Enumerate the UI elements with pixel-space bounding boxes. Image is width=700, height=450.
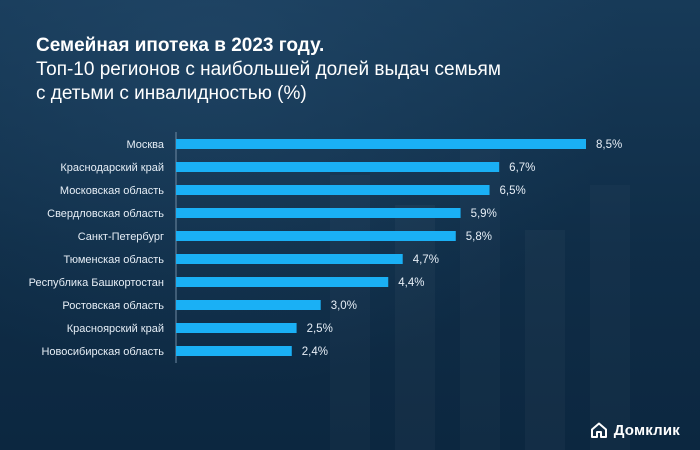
chart-subtitle: Топ-10 регионов с наибольшей долей выдач… xyxy=(36,58,656,106)
bar xyxy=(176,162,500,172)
category-label: Краснодарский край xyxy=(60,162,164,174)
category-label: Республика Башкортостан xyxy=(29,277,164,289)
category-label: Свердловская область xyxy=(47,208,164,220)
value-label: 2,4% xyxy=(302,346,328,358)
chart-title: Семейная ипотека в 2023 году. xyxy=(36,35,325,56)
value-label: 3,0% xyxy=(331,300,357,312)
bar xyxy=(176,208,461,218)
value-label: 5,8% xyxy=(466,231,492,243)
chart-subtitle-line-1: Топ-10 регионов с наибольшей долей выдач… xyxy=(36,59,501,80)
bar xyxy=(176,323,297,333)
bar xyxy=(176,254,403,264)
value-label: 6,7% xyxy=(509,162,535,174)
value-label: 2,5% xyxy=(307,323,333,335)
chart-subtitle-line-2: с детьми с инвалидностью (%) xyxy=(36,83,307,104)
bar xyxy=(176,139,586,149)
category-label: Ростовская область xyxy=(62,300,164,312)
value-label: 4,4% xyxy=(398,277,424,289)
category-label: Тюменская область xyxy=(63,254,164,266)
bar xyxy=(176,185,490,195)
category-label: Москва xyxy=(126,139,164,151)
category-label: Новосибирская область xyxy=(41,346,164,358)
bars-group: Москва 8,5% Краснодарский край 6,7% Московск… xyxy=(29,139,622,358)
category-label: Красноярский край xyxy=(67,323,164,335)
category-label: Московская область xyxy=(60,185,164,197)
value-label: 8,5% xyxy=(596,139,622,151)
brand-logo: Домклик xyxy=(589,420,680,440)
header: Семейная ипотека в 2023 году. Топ-10 рег… xyxy=(36,34,656,106)
value-label: 5,9% xyxy=(471,208,497,220)
bar xyxy=(176,346,292,356)
category-label: Санкт-Петербург xyxy=(78,231,164,243)
bar xyxy=(176,231,456,241)
house-icon xyxy=(590,422,607,438)
bar xyxy=(176,277,389,287)
value-label: 4,7% xyxy=(413,254,439,266)
bar xyxy=(176,300,321,310)
value-label: 6,5% xyxy=(500,185,526,197)
brand-name: Домклик xyxy=(613,421,680,439)
